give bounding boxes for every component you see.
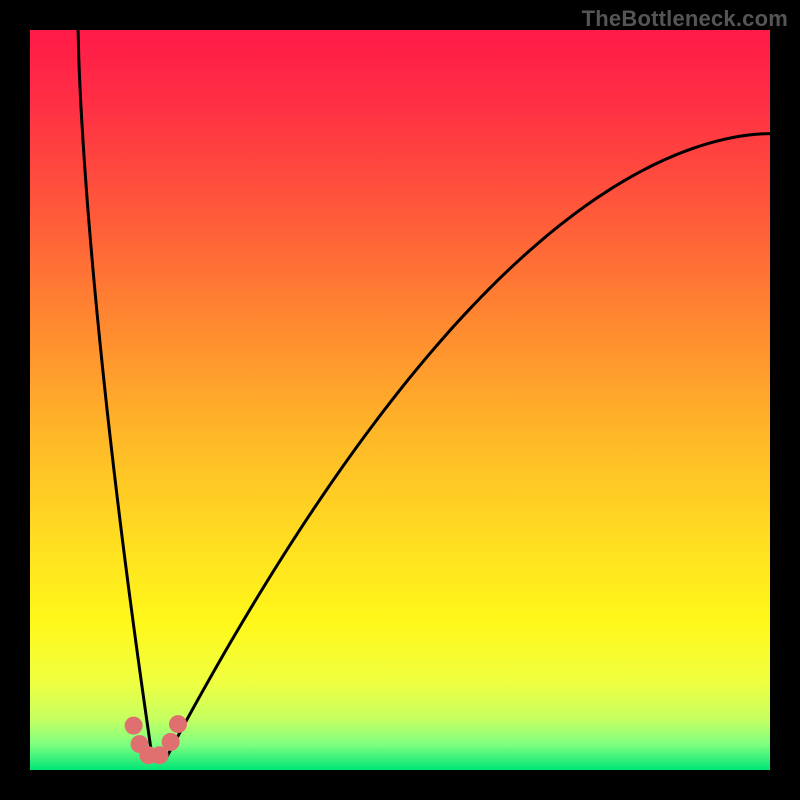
chart-container: TheBottleneck.com bbox=[0, 0, 800, 800]
plot-background bbox=[30, 30, 770, 770]
marker-point bbox=[169, 715, 187, 733]
marker-point bbox=[162, 733, 180, 751]
bottleneck-chart bbox=[0, 0, 800, 800]
marker-point bbox=[125, 717, 143, 735]
watermark-text: TheBottleneck.com bbox=[582, 6, 788, 32]
